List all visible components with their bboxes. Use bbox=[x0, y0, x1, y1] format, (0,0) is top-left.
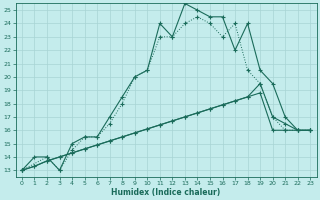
X-axis label: Humidex (Indice chaleur): Humidex (Indice chaleur) bbox=[111, 188, 221, 197]
